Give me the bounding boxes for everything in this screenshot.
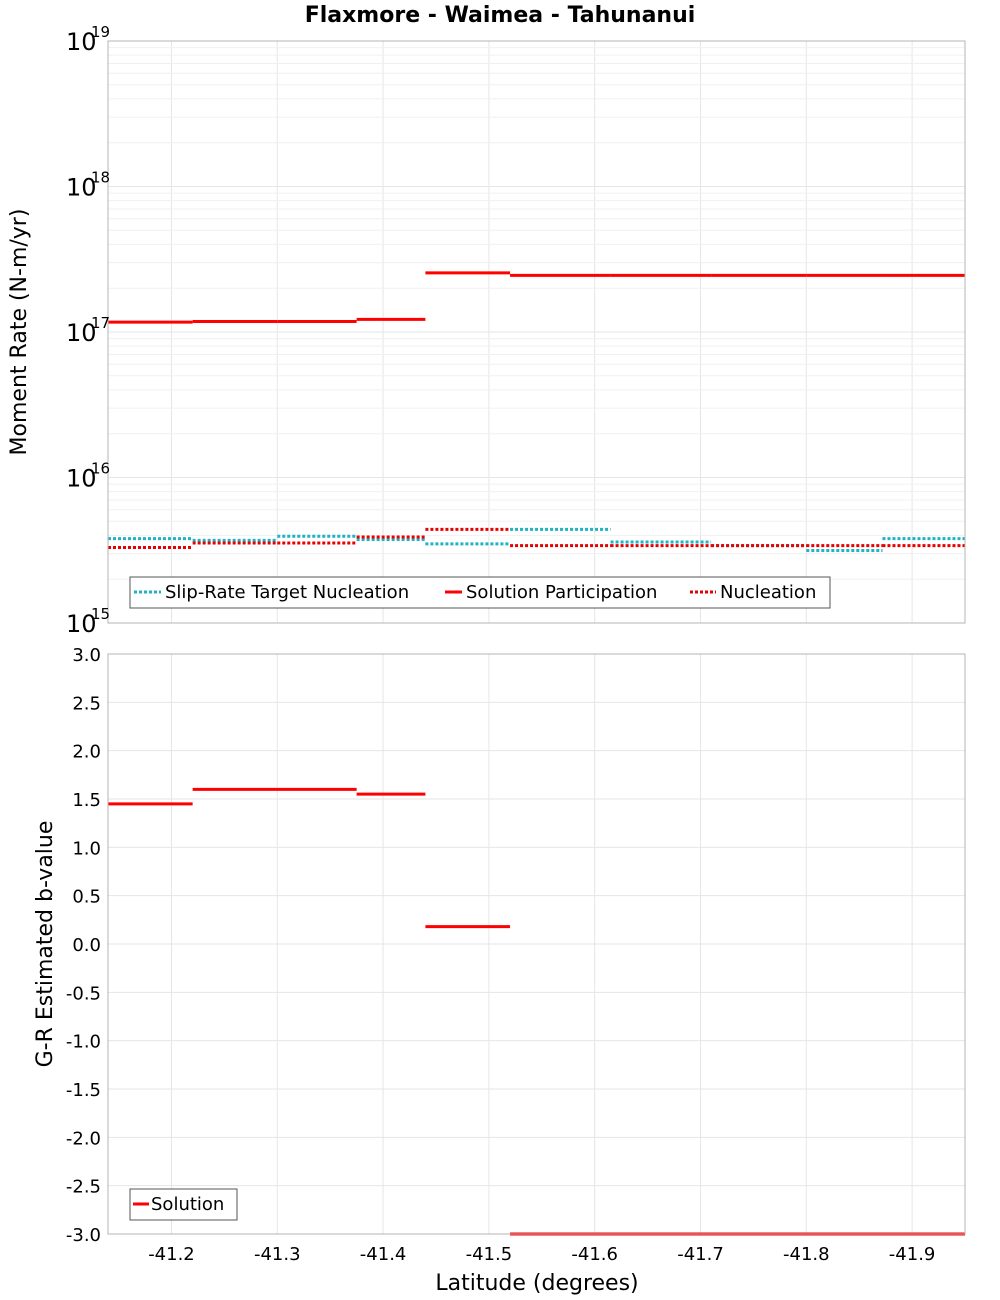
bottom-y-tick-label: 1.0 [72,838,101,859]
bottom-y-tick-label: -1.5 [66,1080,101,1101]
chart-title: Flaxmore - Waimea - Tahunanui [305,3,696,28]
x-tick-label: -41.8 [783,1244,830,1265]
top-y-tick-exponent: 18 [91,169,110,187]
legend-label-solution: Solution [151,1194,224,1215]
bottom-y-tick-label: -2.5 [66,1177,101,1198]
legend-label-solution-participation: Solution Participation [466,582,657,603]
bottom-y-axis-label: G-R Estimated b-value [33,821,58,1068]
x-tick-label: -41.9 [889,1244,936,1265]
top-y-tick-exponent: 19 [91,23,110,41]
x-tick-label: -41.2 [148,1244,195,1265]
x-tick-label: -41.3 [254,1244,301,1265]
top-series [108,271,965,552]
bottom-y-tick-label: -3.0 [66,1225,101,1246]
bottom-y-tick-label: 3.0 [72,645,101,666]
top-legend-box [129,576,831,609]
x-tick-label: -41.4 [360,1244,407,1265]
bottom-panel: -3.0 -2.5 -2.0 -1.5 -1.0 -0.5 0.0 0.5 1.0 1.5 2.0 2… [33,645,966,1296]
top-y-tick-exponent: 17 [91,314,110,332]
top-plot-frame [107,40,966,624]
top-y-tick-exponent: 15 [91,605,110,623]
bottom-y-tick-labels: -3.0 -2.5 -2.0 -1.5 -1.0 -0.5 0.0 0.5 1.0 1.5 2.0 2… [66,645,101,1246]
top-y-axis-label: Moment Rate (N-m/yr) [7,209,32,456]
bottom-y-tick-label: -0.5 [66,983,101,1004]
bottom-y-tick-label: 2.5 [72,693,101,714]
bottom-y-tick-label: -1.0 [66,1032,101,1053]
x-axis-label: Latitude (degrees) [435,1271,638,1296]
bottom-legend: Solution [129,1188,238,1221]
bottom-y-tick-label: 1.5 [72,790,101,811]
top-y-tick-exponent: 16 [91,460,110,478]
top-y-tick-label: 10 [66,174,97,202]
x-tick-label: -41.5 [466,1244,513,1265]
x-tick-labels: -41.2 -41.3 -41.4 -41.5 -41.6 -41.7 -41.8 -41.9 [148,1244,935,1265]
legend-label-nucleation: Nucleation [720,582,816,603]
top-legend: Slip-Rate Target Nucleation Solution Par… [129,576,831,609]
bottom-y-tick-label: -2.0 [66,1128,101,1149]
x-tick-label: -41.7 [677,1244,724,1265]
bottom-y-tick-label: 0.5 [72,887,101,908]
bottom-y-tick-label: 0.0 [72,935,101,956]
legend-label-slip-rate-target: Slip-Rate Target Nucleation [165,582,409,603]
bottom-plot-frame [107,653,966,1235]
top-y-tick-label: 10 [66,28,97,56]
top-y-tick-label: 10 [66,610,97,638]
top-y-tick-label: 10 [66,319,97,347]
x-tick-label: -41.6 [571,1244,618,1265]
bottom-y-tick-label: 2.0 [72,742,101,763]
top-y-tick-label: 10 [66,465,97,493]
